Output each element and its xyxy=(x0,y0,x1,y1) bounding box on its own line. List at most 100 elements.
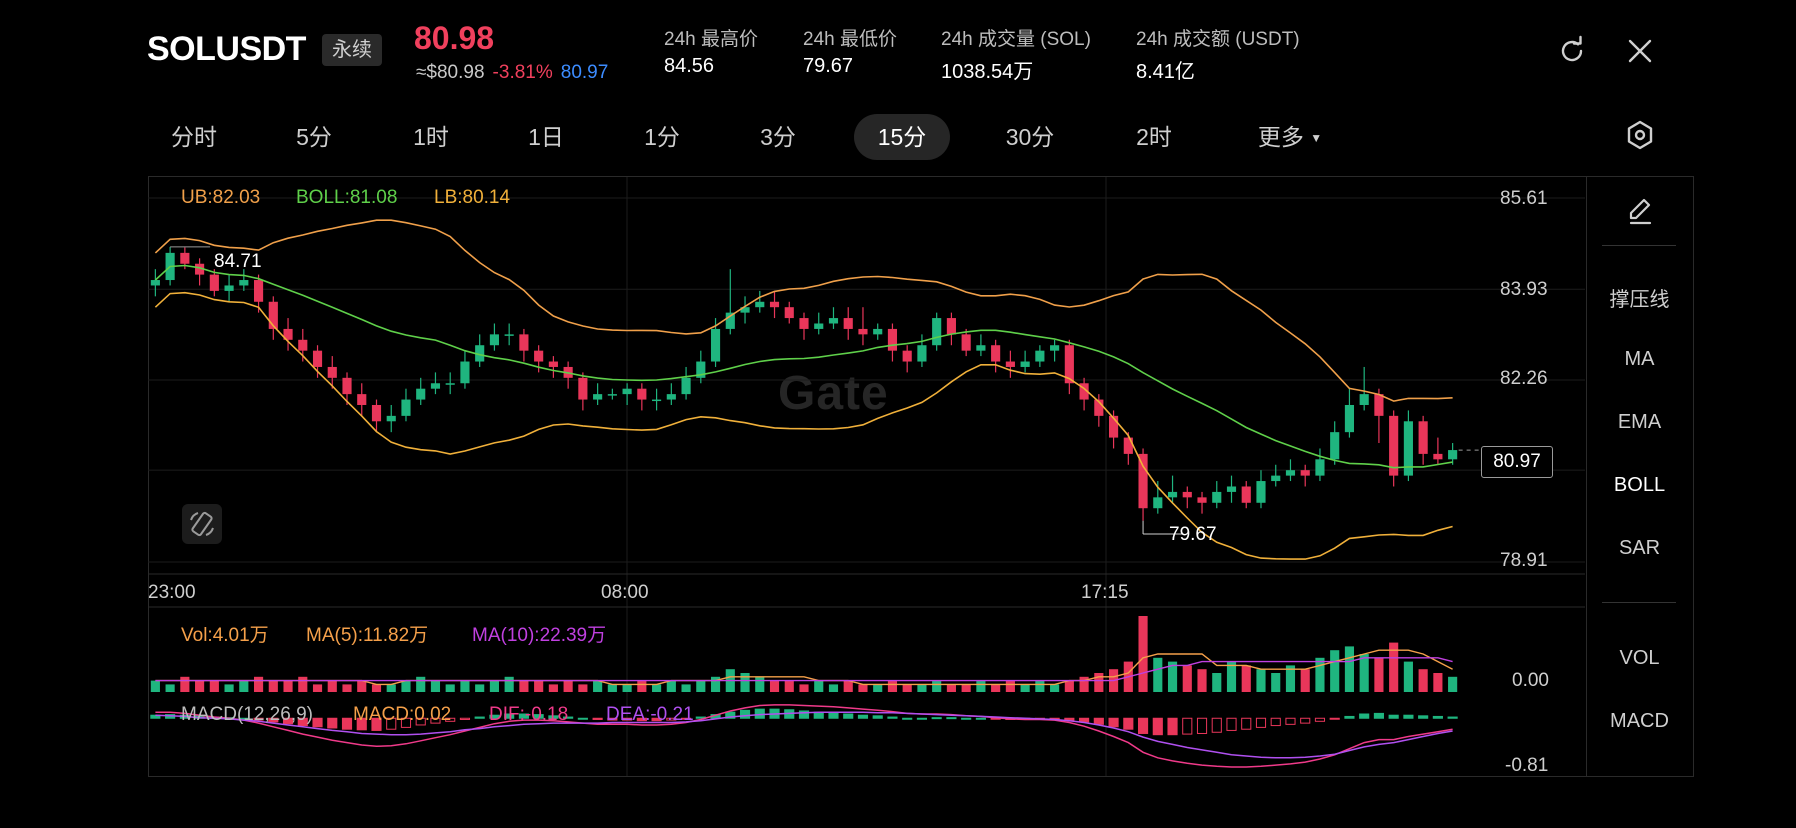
volume-bar xyxy=(504,676,514,692)
tab-30m[interactable]: 30分 xyxy=(1005,124,1055,150)
candle-body xyxy=(1167,491,1178,498)
candle-body xyxy=(430,383,441,389)
macd-histogram-bar xyxy=(356,717,367,731)
volume-bar xyxy=(799,684,809,692)
macd-histogram-bar xyxy=(150,714,161,719)
volume-bar xyxy=(1167,661,1178,692)
candle-body xyxy=(1094,399,1104,416)
macd-histogram-bar xyxy=(415,717,426,726)
tab-5m[interactable]: 5分 xyxy=(296,124,332,150)
volume-bar xyxy=(1315,657,1325,692)
macd-histogram-bar xyxy=(1270,717,1281,727)
macd-histogram-bar xyxy=(548,715,559,719)
macd-histogram-bar xyxy=(1300,717,1311,724)
candle-body xyxy=(327,366,337,378)
tab-more[interactable]: 更多 ▼ xyxy=(1240,114,1340,160)
volume-bar xyxy=(622,684,632,692)
chart-settings-button[interactable] xyxy=(1622,117,1658,153)
volume-bar xyxy=(666,680,676,692)
tab-2h[interactable]: 2时 xyxy=(1136,124,1172,150)
indicator-ema[interactable]: EMA xyxy=(1617,411,1662,433)
legend-boll: BOLL:81.08 xyxy=(296,187,398,208)
candle-body xyxy=(1079,383,1089,400)
candle-body xyxy=(1448,450,1458,460)
macd-histogram-bar xyxy=(916,717,928,720)
macd-histogram-bar xyxy=(961,717,972,720)
volume-bar xyxy=(769,680,780,692)
price-axis-label: 78.91 xyxy=(1500,550,1548,571)
tab-3m[interactable]: 3分 xyxy=(760,124,796,150)
candle-body xyxy=(342,377,352,395)
volume-bar xyxy=(1035,680,1045,692)
low-price-marker: 79.67 xyxy=(1169,524,1217,545)
candle-body xyxy=(666,394,676,400)
volume-bar xyxy=(268,680,278,692)
tab-15m[interactable]: 15分 xyxy=(854,114,950,160)
macd-histogram-bar xyxy=(1137,717,1149,734)
macd-histogram-bar xyxy=(1314,717,1326,722)
panel-divider xyxy=(1602,245,1676,246)
macd-histogram-bar xyxy=(1388,714,1399,719)
candle-body xyxy=(180,252,190,264)
candle-body xyxy=(1153,497,1163,509)
macd-histogram-bar xyxy=(651,717,662,722)
usd-price: ≈$80.98 xyxy=(416,62,485,83)
draw-tool-button[interactable] xyxy=(1622,192,1658,228)
time-axis-label: 23:00 xyxy=(148,582,196,603)
volume-bar xyxy=(681,684,691,692)
stat-low-label: 24h 最低价 xyxy=(803,29,897,50)
symbol-title[interactable]: SOLUSDT xyxy=(147,30,306,68)
candle-body xyxy=(1403,421,1413,476)
indicator-boll[interactable]: BOLL xyxy=(1613,474,1666,496)
close-icon xyxy=(1628,39,1652,63)
macd-histogram-bar xyxy=(887,716,898,719)
candle-body xyxy=(828,318,839,324)
candle-body xyxy=(1109,415,1119,438)
indicator-ma[interactable]: MA xyxy=(1624,348,1655,370)
stat-volume-value: 1038.54万 xyxy=(941,61,1034,83)
volume-bar xyxy=(1330,650,1340,692)
refresh-button[interactable] xyxy=(1554,33,1590,69)
candle-body xyxy=(843,318,853,329)
candle-body xyxy=(460,361,470,384)
tab-timeline[interactable]: 分时 xyxy=(171,124,217,150)
chart-frame xyxy=(148,176,1694,777)
tab-more-label: 更多 xyxy=(1257,124,1304,150)
volume-bar xyxy=(578,684,588,692)
candle-body xyxy=(1359,394,1369,405)
candle-body xyxy=(932,318,942,346)
macd-histogram-bar xyxy=(1241,717,1252,730)
indicator-sar[interactable]: SAR xyxy=(1618,537,1661,559)
volume-bar xyxy=(401,680,411,692)
tab-1d[interactable]: 1日 xyxy=(528,124,564,150)
candle-body xyxy=(150,280,160,286)
candle-body xyxy=(386,415,396,422)
indicator-vol[interactable]: VOL xyxy=(1619,647,1660,669)
candle-body xyxy=(799,318,809,329)
candle-body xyxy=(1256,481,1266,503)
candle-body xyxy=(534,350,544,362)
candle-body xyxy=(652,399,662,402)
candle-body xyxy=(607,394,617,396)
fullscreen-toggle-button[interactable] xyxy=(182,504,222,544)
macd-histogram-bar xyxy=(341,717,353,730)
macd-histogram-bar xyxy=(828,712,839,719)
volume-bar xyxy=(858,684,868,692)
volume-bar xyxy=(342,684,352,692)
volume-bar xyxy=(1374,657,1384,692)
legend-dif: DIF:-0.18 xyxy=(489,704,569,725)
tab-1m[interactable]: 1分 xyxy=(644,124,680,150)
macd-histogram-bar xyxy=(1285,717,1296,725)
indicator-macd[interactable]: MACD xyxy=(1610,710,1669,732)
close-button[interactable] xyxy=(1622,33,1658,69)
indicator-support-resistance[interactable]: 撑压线 xyxy=(1609,289,1670,311)
volume-bar xyxy=(1256,669,1266,692)
volume-bar xyxy=(873,684,883,692)
volume-bar xyxy=(548,684,558,692)
macd-histogram-bar xyxy=(1329,717,1340,720)
macd-histogram-bar xyxy=(238,717,249,720)
candle-body xyxy=(1300,470,1310,476)
tab-1h[interactable]: 1时 xyxy=(413,124,449,150)
macd-histogram-bar xyxy=(1167,717,1178,736)
